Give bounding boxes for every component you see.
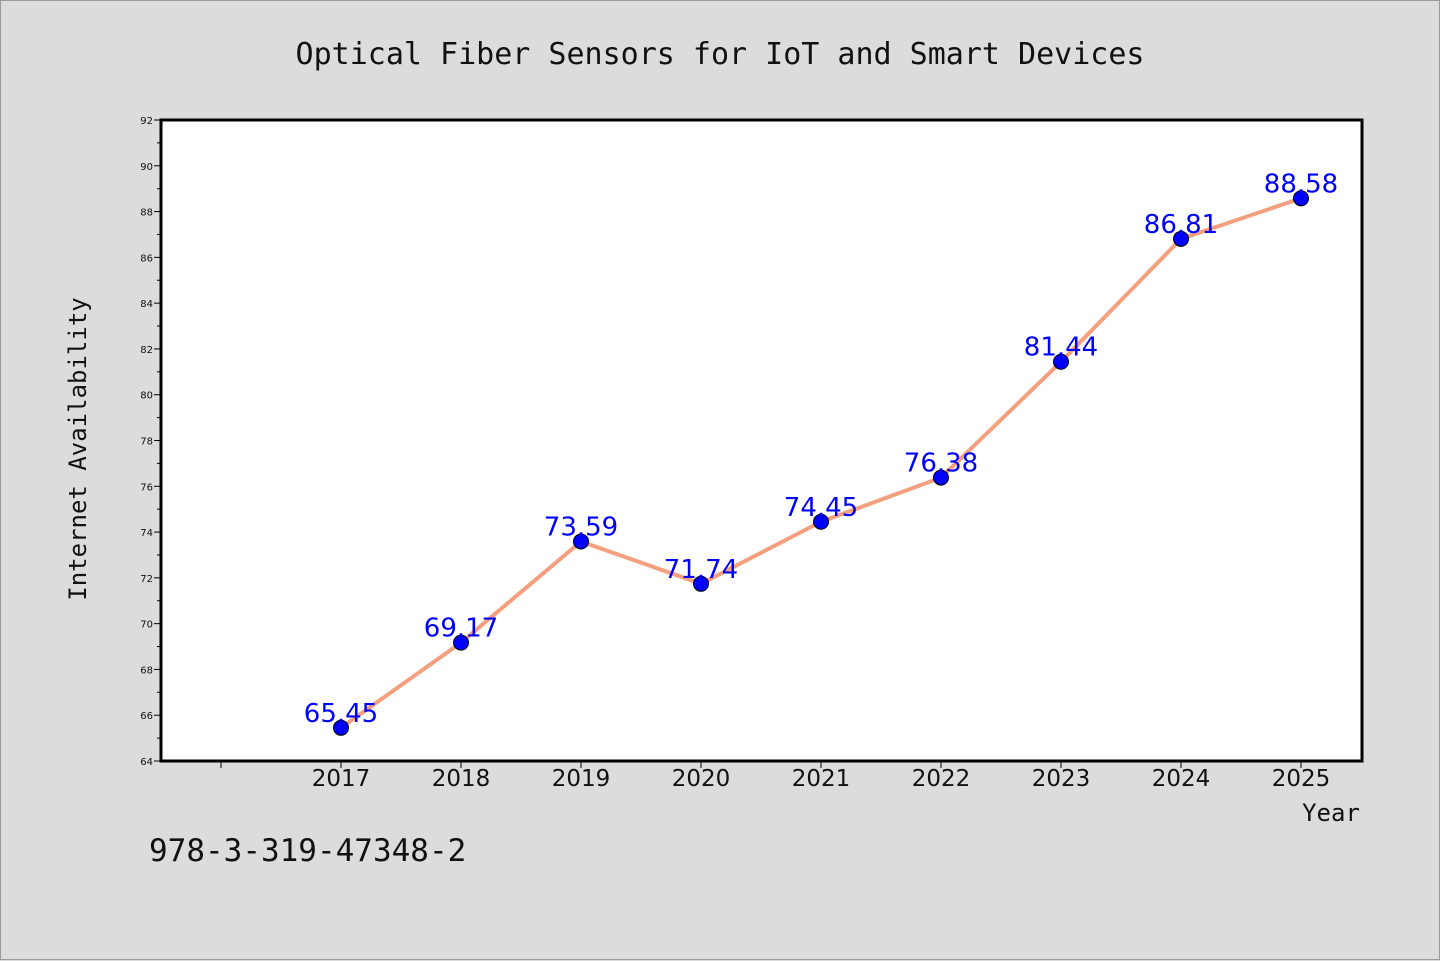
y-tick-label: 78 [140,437,153,448]
y-axis-label: Internet Availability [64,297,92,600]
y-tick-label: 88 [140,208,153,219]
x-tick-label: 2018 [432,766,491,792]
x-axis-label: Year [1302,799,1360,827]
y-tick-label: 90 [140,162,153,173]
y-tick-label: 64 [140,757,153,768]
data-label: 65.45 [304,699,378,729]
data-point [813,513,829,530]
y-tick-label: 80 [140,391,153,402]
series-group: 65.45 69.17 73.59 71.74 74.45 76.38 81.44 86.81… [304,169,1338,736]
data-point [1173,230,1189,247]
x-tick-label: 2020 [672,766,731,792]
data-label: 88.58 [1264,169,1338,199]
x-axis: 2017 2018 2019 2020 2021 2022 2023 2024 2025 [220,761,1331,792]
x-tick-label: 2017 [312,766,371,792]
y-tick-label: 84 [140,299,153,310]
y-tick-label: 74 [140,528,153,539]
data-label: 69.17 [424,614,498,644]
isbn-text: 978-3-319-47348-2 [149,833,467,869]
y-tick-label: 82 [140,345,153,356]
x-tick-label: 2025 [1272,766,1331,792]
x-tick-label: 2019 [552,766,611,792]
data-label: 73.59 [544,512,618,542]
y-tick-label: 66 [140,711,153,722]
y-tick-label: 86 [140,253,153,264]
x-tick-label: 2024 [1152,766,1211,792]
data-label: 71.74 [664,555,738,585]
data-point [453,634,469,651]
data-label: 86.81 [1144,210,1218,240]
y-tick-label: 72 [140,574,153,585]
data-point [1293,190,1309,207]
x-tick-label: 2021 [792,766,851,792]
y-tick-label: 92 [140,116,153,127]
data-point [1053,353,1069,370]
y-tick-label: 70 [140,620,153,631]
data-point [693,575,709,592]
data-point [573,533,589,550]
x-tick-label: 2022 [912,766,971,792]
y-tick-label: 68 [140,665,153,676]
x-tick-label: 2023 [1032,766,1091,792]
data-label: 76.38 [904,449,978,479]
data-point [933,469,949,486]
plot-area [159,118,1364,763]
data-label: 74.45 [784,493,858,523]
y-tick-label: 76 [140,482,153,493]
y-axis: 64 66 68 70 72 74 76 78 80 82 84 86 88 90 92 [140,116,161,768]
chart-title: Optical Fiber Sensors for IoT and Smart … [296,37,1145,72]
data-label: 81.44 [1024,333,1098,363]
data-point [333,719,349,736]
